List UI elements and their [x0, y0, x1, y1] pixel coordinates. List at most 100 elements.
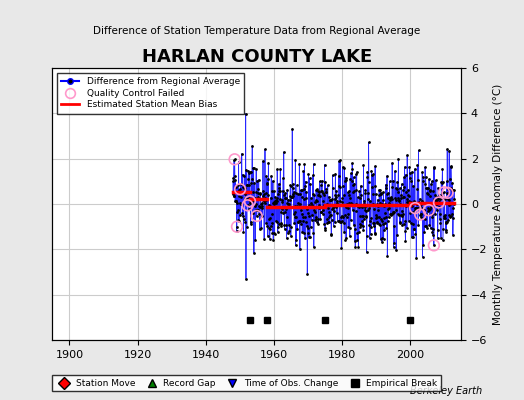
Point	[306, 204, 314, 210]
Point	[315, 178, 324, 184]
Point	[335, 218, 344, 224]
Point	[439, 212, 447, 219]
Point	[387, 210, 396, 217]
Point	[298, 186, 306, 193]
Point	[379, 189, 388, 195]
Point	[423, 224, 431, 231]
Point	[329, 172, 337, 178]
Point	[258, 200, 267, 206]
Point	[314, 221, 322, 228]
Point	[380, 203, 388, 210]
Point	[309, 161, 318, 167]
Point	[354, 203, 362, 209]
Point	[276, 166, 285, 172]
Point	[400, 174, 408, 181]
Point	[358, 218, 366, 224]
Point	[263, 181, 271, 187]
Point	[430, 242, 438, 248]
Point	[231, 177, 239, 184]
Point	[299, 168, 308, 174]
Point	[399, 221, 408, 227]
Point	[253, 178, 261, 184]
Point	[355, 188, 364, 195]
Point	[245, 195, 253, 201]
Point	[233, 200, 242, 206]
Title: HARLAN COUNTY LAKE: HARLAN COUNTY LAKE	[141, 48, 372, 66]
Point	[395, 219, 403, 226]
Point	[326, 212, 334, 219]
Point	[446, 212, 455, 219]
Point	[308, 212, 316, 218]
Point	[321, 227, 330, 233]
Point	[325, 194, 333, 200]
Point	[374, 196, 382, 203]
Point	[277, 221, 286, 227]
Point	[443, 219, 451, 226]
Point	[267, 194, 275, 201]
Point	[419, 174, 427, 181]
Point	[371, 163, 379, 169]
Point	[262, 220, 270, 226]
Point	[259, 193, 267, 199]
Point	[412, 204, 421, 211]
Point	[266, 226, 275, 232]
Point	[357, 213, 366, 219]
Point	[433, 201, 441, 207]
Point	[285, 203, 293, 210]
Point	[384, 194, 392, 201]
Point	[268, 229, 277, 236]
Point	[270, 188, 278, 195]
Point	[316, 193, 324, 200]
Point	[280, 192, 288, 198]
Point	[257, 201, 265, 208]
Point	[247, 221, 255, 227]
Point	[364, 196, 373, 202]
Point	[363, 233, 371, 239]
Point	[308, 203, 316, 209]
Point	[320, 162, 329, 168]
Point	[411, 205, 419, 211]
Point	[268, 211, 276, 217]
Point	[416, 211, 424, 218]
Point	[415, 199, 423, 206]
Point	[281, 190, 290, 196]
Point	[410, 206, 419, 213]
Point	[297, 206, 305, 213]
Point	[260, 198, 268, 204]
Point	[301, 183, 309, 190]
Point	[294, 190, 302, 197]
Point	[407, 220, 415, 226]
Point	[242, 167, 250, 173]
Point	[435, 199, 443, 206]
Point	[359, 213, 367, 220]
Point	[272, 218, 280, 224]
Point	[416, 211, 424, 218]
Point	[336, 198, 344, 204]
Point	[408, 203, 417, 209]
Point	[255, 204, 264, 211]
Point	[315, 202, 324, 208]
Point	[320, 221, 329, 227]
Text: Difference of Station Temperature Data from Regional Average: Difference of Station Temperature Data f…	[93, 26, 420, 36]
Point	[316, 208, 325, 215]
Point	[429, 164, 438, 170]
Point	[397, 192, 405, 198]
Point	[231, 173, 239, 179]
Point	[359, 201, 368, 208]
Point	[397, 212, 405, 218]
Point	[419, 207, 428, 213]
Point	[264, 192, 272, 199]
Point	[367, 168, 376, 174]
Point	[282, 213, 291, 220]
Point	[300, 230, 308, 236]
Point	[377, 191, 385, 197]
Point	[392, 197, 400, 204]
Point	[403, 225, 411, 231]
Point	[387, 194, 396, 200]
Point	[373, 214, 381, 220]
Point	[371, 230, 379, 237]
Point	[336, 157, 344, 164]
Point	[256, 226, 264, 232]
Point	[292, 214, 301, 220]
Point	[376, 200, 384, 206]
